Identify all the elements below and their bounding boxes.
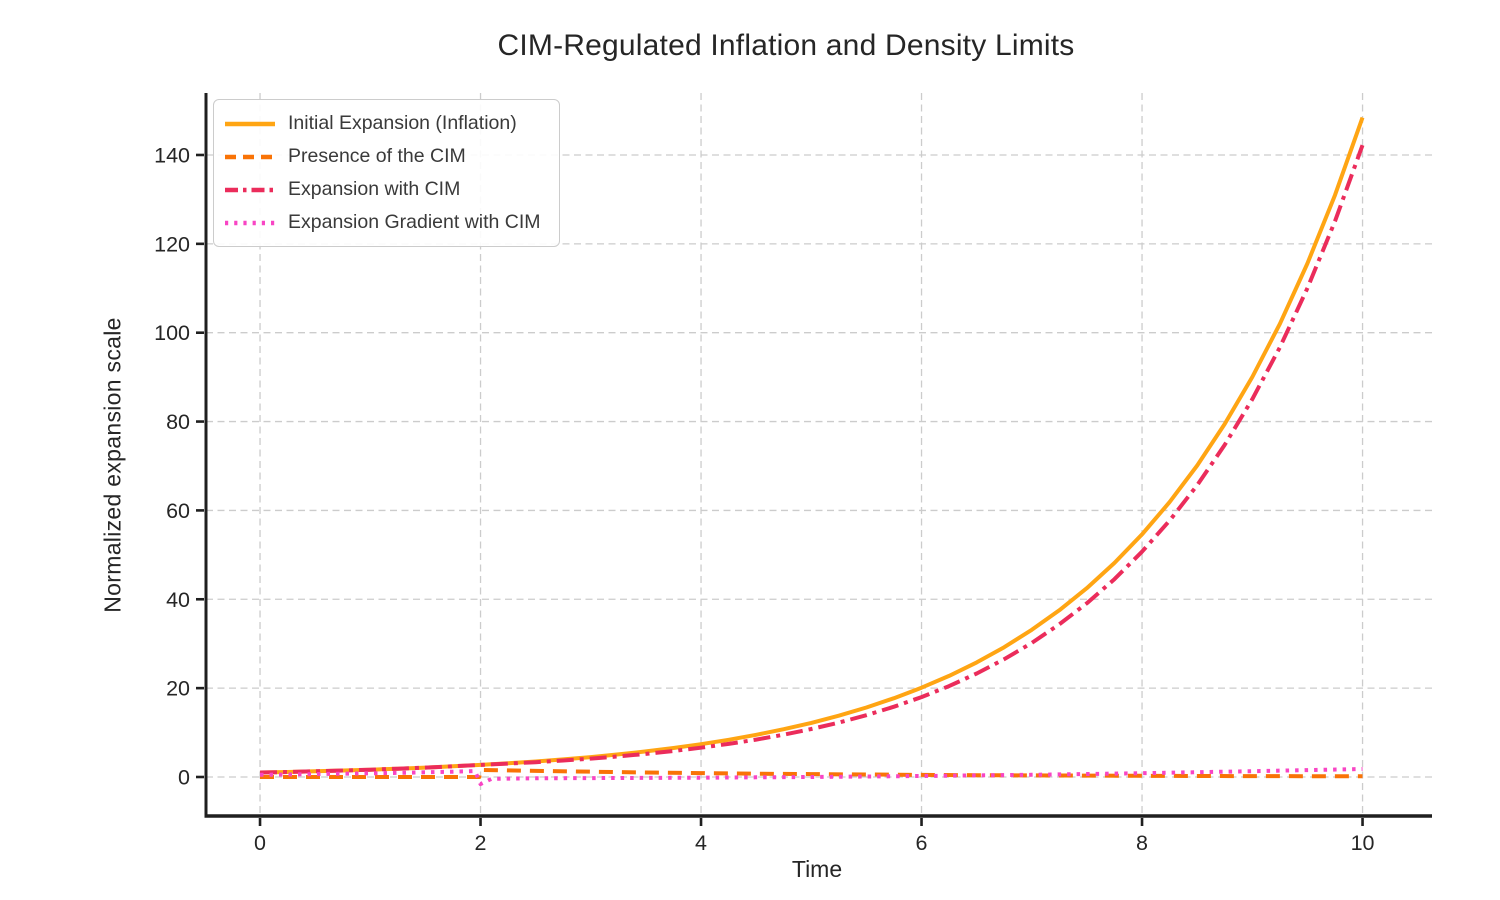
series-line-presence-of-the-cim [260,767,1363,779]
x-axis-label: Time [791,856,843,882]
x-tick-label-0: 0 [254,831,266,855]
x-tick-label-4: 4 [695,831,707,855]
series-line-expansion-with-cim [259,144,1365,775]
legend-swatch-dashdot-line [225,187,275,192]
legend-swatch-solid-line [225,121,275,126]
x-tick-label-8: 8 [1136,831,1148,855]
y-tick-label-100: 100 [154,321,190,345]
y-tick-label-140: 140 [154,143,190,167]
y-tick-label-60: 60 [166,499,190,523]
y-axis-label: Normalized expansion scale [99,317,126,613]
chart-title: CIM-Regulated Inflation and Density Limi… [497,29,1075,62]
gridlines [206,93,1432,816]
y-tick-label-80: 80 [166,410,190,434]
y-tick-label-120: 120 [154,232,190,256]
y-tick-label-20: 20 [166,677,190,701]
legend-label: Presence of the CIM [288,145,466,167]
legend-item-expansion-gradient: Expansion Gradient with CIM [223,206,541,239]
legend-item-initial-expansion: Initial Expansion (Inflation) [223,107,541,140]
legend-item-expansion-with-cim: Expansion with CIM [223,173,541,206]
legend-item-presence-of-cim: Presence of the CIM [223,140,541,173]
legend: Initial Expansion (Inflation) Presence o… [213,99,560,247]
legend-label: Expansion Gradient with CIM [288,211,541,233]
legend-label: Expansion with CIM [288,178,461,200]
x-tick-label-6: 6 [916,831,928,855]
tick-marks [196,153,1364,826]
series-line-initial-expansion-inflation [259,116,1365,775]
legend-label: Initial Expansion (Inflation) [288,112,517,134]
x-tick-label-2: 2 [475,831,487,855]
x-tick-label-10: 10 [1351,831,1375,855]
y-tick-label-0: 0 [178,765,190,789]
legend-swatch-dashed-line [225,154,275,159]
legend-swatch-dotted-line [225,220,275,225]
y-tick-label-40: 40 [166,588,190,612]
